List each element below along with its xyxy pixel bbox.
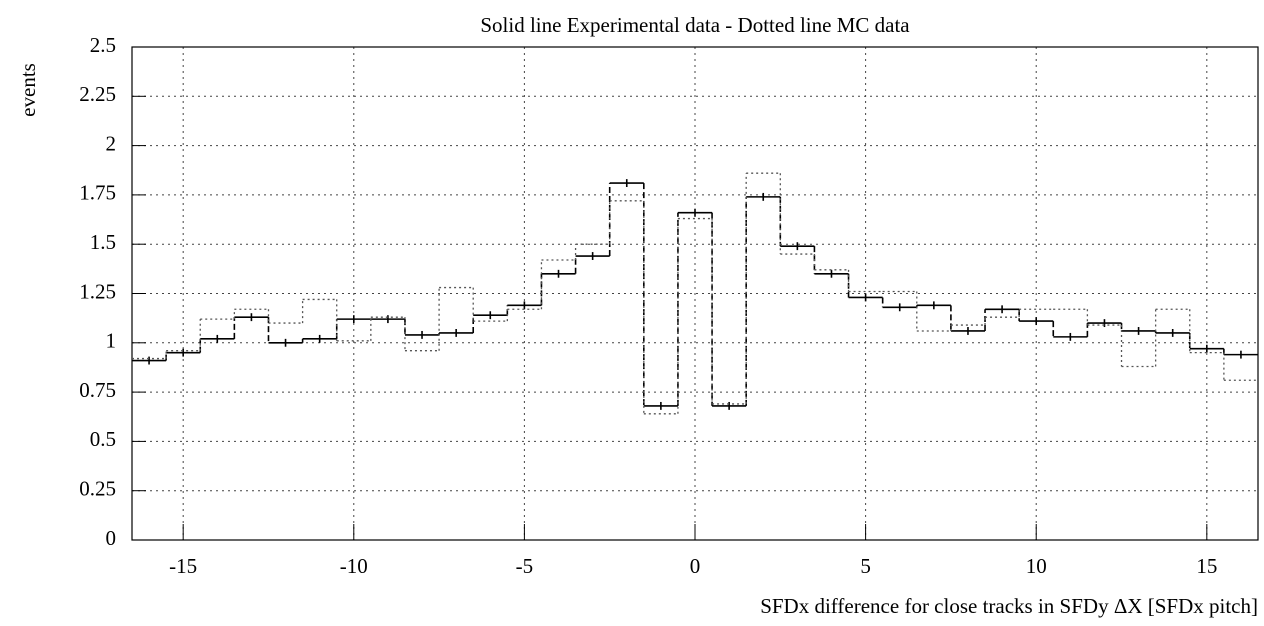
x-tick-label: 15 — [1196, 554, 1217, 578]
y-tick-label: 1.25 — [79, 279, 116, 303]
x-tick-label: 0 — [690, 554, 701, 578]
y-tick-label: 0 — [106, 526, 117, 550]
x-tick-label: 10 — [1026, 554, 1047, 578]
y-tick-label: 1 — [106, 329, 117, 353]
plot-frame — [131, 46, 1259, 541]
x-tick-label: 5 — [860, 554, 871, 578]
y-tick-label: 0.25 — [79, 477, 116, 501]
chart-title: Solid line Experimental data - Dotted li… — [480, 13, 910, 37]
y-tick-label: 2.5 — [90, 33, 116, 57]
y-tick-label: 0.5 — [90, 427, 116, 451]
y-tick-label: 1.75 — [79, 181, 116, 205]
x-tick-label: -10 — [340, 554, 368, 578]
y-tick-label: 2.25 — [79, 82, 116, 106]
x-tick-label: -5 — [516, 554, 534, 578]
y-tick-label: 1.5 — [90, 230, 116, 254]
y-tick-label: 2 — [106, 131, 117, 155]
x-tick-label: -15 — [169, 554, 197, 578]
x-axis-label: SFDx difference for close tracks in SFDy… — [760, 594, 1258, 618]
y-axis-label: events — [16, 63, 40, 117]
y-tick-label: 0.75 — [79, 378, 116, 402]
